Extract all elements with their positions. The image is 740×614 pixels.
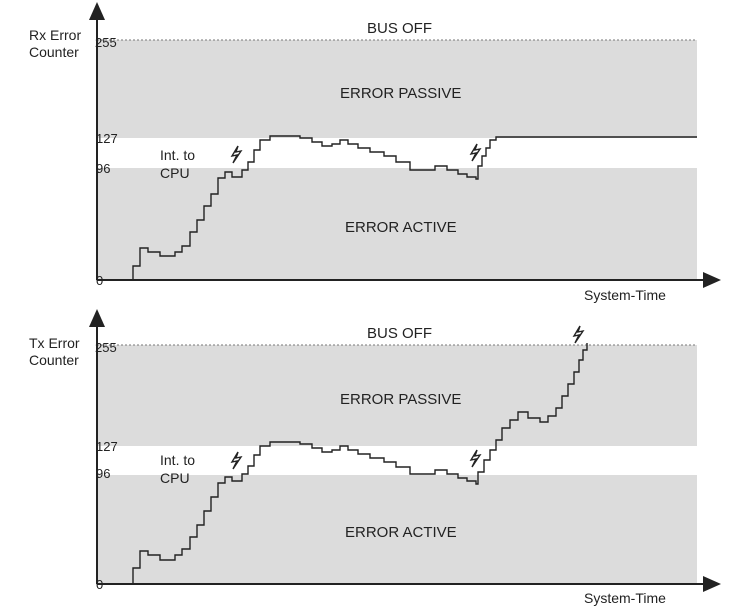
tick-label-0: 0 bbox=[96, 577, 103, 592]
tick-label-96: 96 bbox=[96, 466, 110, 481]
interrupt-label: CPU bbox=[160, 165, 190, 181]
y-axis-label: Tx Error bbox=[29, 335, 80, 351]
tx-panel: 255 127 96 0 Tx Error Counter System-Tim… bbox=[29, 309, 721, 606]
x-axis-label: System-Time bbox=[584, 590, 666, 606]
error-active-label: ERROR ACTIVE bbox=[345, 219, 457, 236]
bus-off-label: BUS OFF bbox=[367, 325, 432, 342]
y-axis-label: Counter bbox=[29, 44, 79, 60]
interrupt-label: CPU bbox=[160, 470, 190, 486]
y-axis-label: Rx Error bbox=[29, 27, 81, 43]
tick-label-127: 127 bbox=[96, 439, 118, 454]
error-passive-label: ERROR PASSIVE bbox=[340, 391, 461, 408]
interrupt-label: Int. to bbox=[160, 147, 195, 163]
tick-label-127: 127 bbox=[96, 131, 118, 146]
tick-label-255: 255 bbox=[95, 35, 117, 50]
error-passive-label: ERROR PASSIVE bbox=[340, 85, 461, 102]
error-passive-zone bbox=[97, 40, 697, 138]
tick-label-0: 0 bbox=[96, 273, 103, 288]
interrupt-label: Int. to bbox=[160, 452, 195, 468]
tick-label-96: 96 bbox=[96, 161, 110, 176]
interrupt-bolt-icon bbox=[469, 143, 482, 162]
bus-off-bolt-icon bbox=[572, 325, 585, 344]
rx-counter-curve bbox=[132, 135, 697, 280]
y-axis-label: Counter bbox=[29, 352, 79, 368]
interrupt-bolt-icon bbox=[469, 449, 482, 468]
tx-counter-curve bbox=[132, 343, 588, 584]
error-passive-zone bbox=[97, 345, 697, 446]
interrupt-bolt-icon bbox=[230, 451, 243, 470]
rx-panel: 255 127 96 0 Rx Error Counter System-Tim… bbox=[29, 2, 721, 303]
x-axis-label: System-Time bbox=[584, 287, 666, 303]
bus-off-label: BUS OFF bbox=[367, 20, 432, 37]
interrupt-bolt-icon bbox=[230, 145, 243, 164]
tick-label-255: 255 bbox=[95, 340, 117, 355]
error-active-label: ERROR ACTIVE bbox=[345, 524, 457, 541]
